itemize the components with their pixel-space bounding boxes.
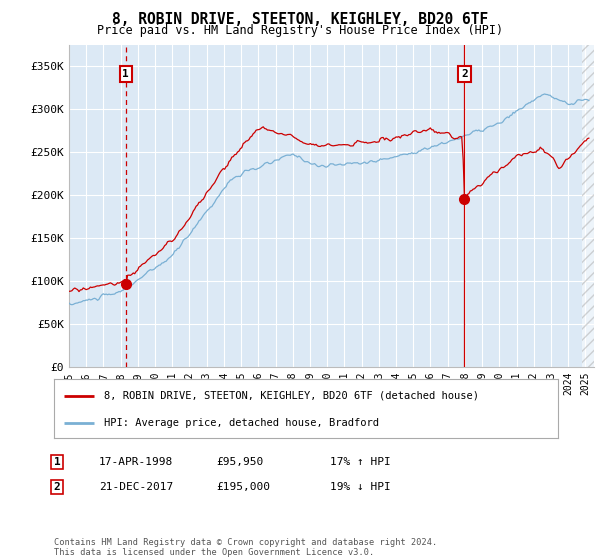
Text: £95,950: £95,950 [216, 457, 263, 467]
Text: Price paid vs. HM Land Registry's House Price Index (HPI): Price paid vs. HM Land Registry's House … [97, 24, 503, 36]
Text: £195,000: £195,000 [216, 482, 270, 492]
Bar [582, 45, 594, 367]
Text: 2: 2 [461, 69, 468, 79]
Text: 21-DEC-2017: 21-DEC-2017 [99, 482, 173, 492]
Text: 8, ROBIN DRIVE, STEETON, KEIGHLEY, BD20 6TF (detached house): 8, ROBIN DRIVE, STEETON, KEIGHLEY, BD20 … [104, 390, 479, 400]
Text: 2: 2 [53, 482, 61, 492]
Text: 17% ↑ HPI: 17% ↑ HPI [330, 457, 391, 467]
Text: 1: 1 [53, 457, 61, 467]
Text: 19% ↓ HPI: 19% ↓ HPI [330, 482, 391, 492]
Text: 17-APR-1998: 17-APR-1998 [99, 457, 173, 467]
Text: HPI: Average price, detached house, Bradford: HPI: Average price, detached house, Brad… [104, 418, 379, 428]
Text: Contains HM Land Registry data © Crown copyright and database right 2024.
This d: Contains HM Land Registry data © Crown c… [54, 538, 437, 557]
Text: 8, ROBIN DRIVE, STEETON, KEIGHLEY, BD20 6TF: 8, ROBIN DRIVE, STEETON, KEIGHLEY, BD20 … [112, 12, 488, 27]
Text: 1: 1 [122, 69, 129, 79]
